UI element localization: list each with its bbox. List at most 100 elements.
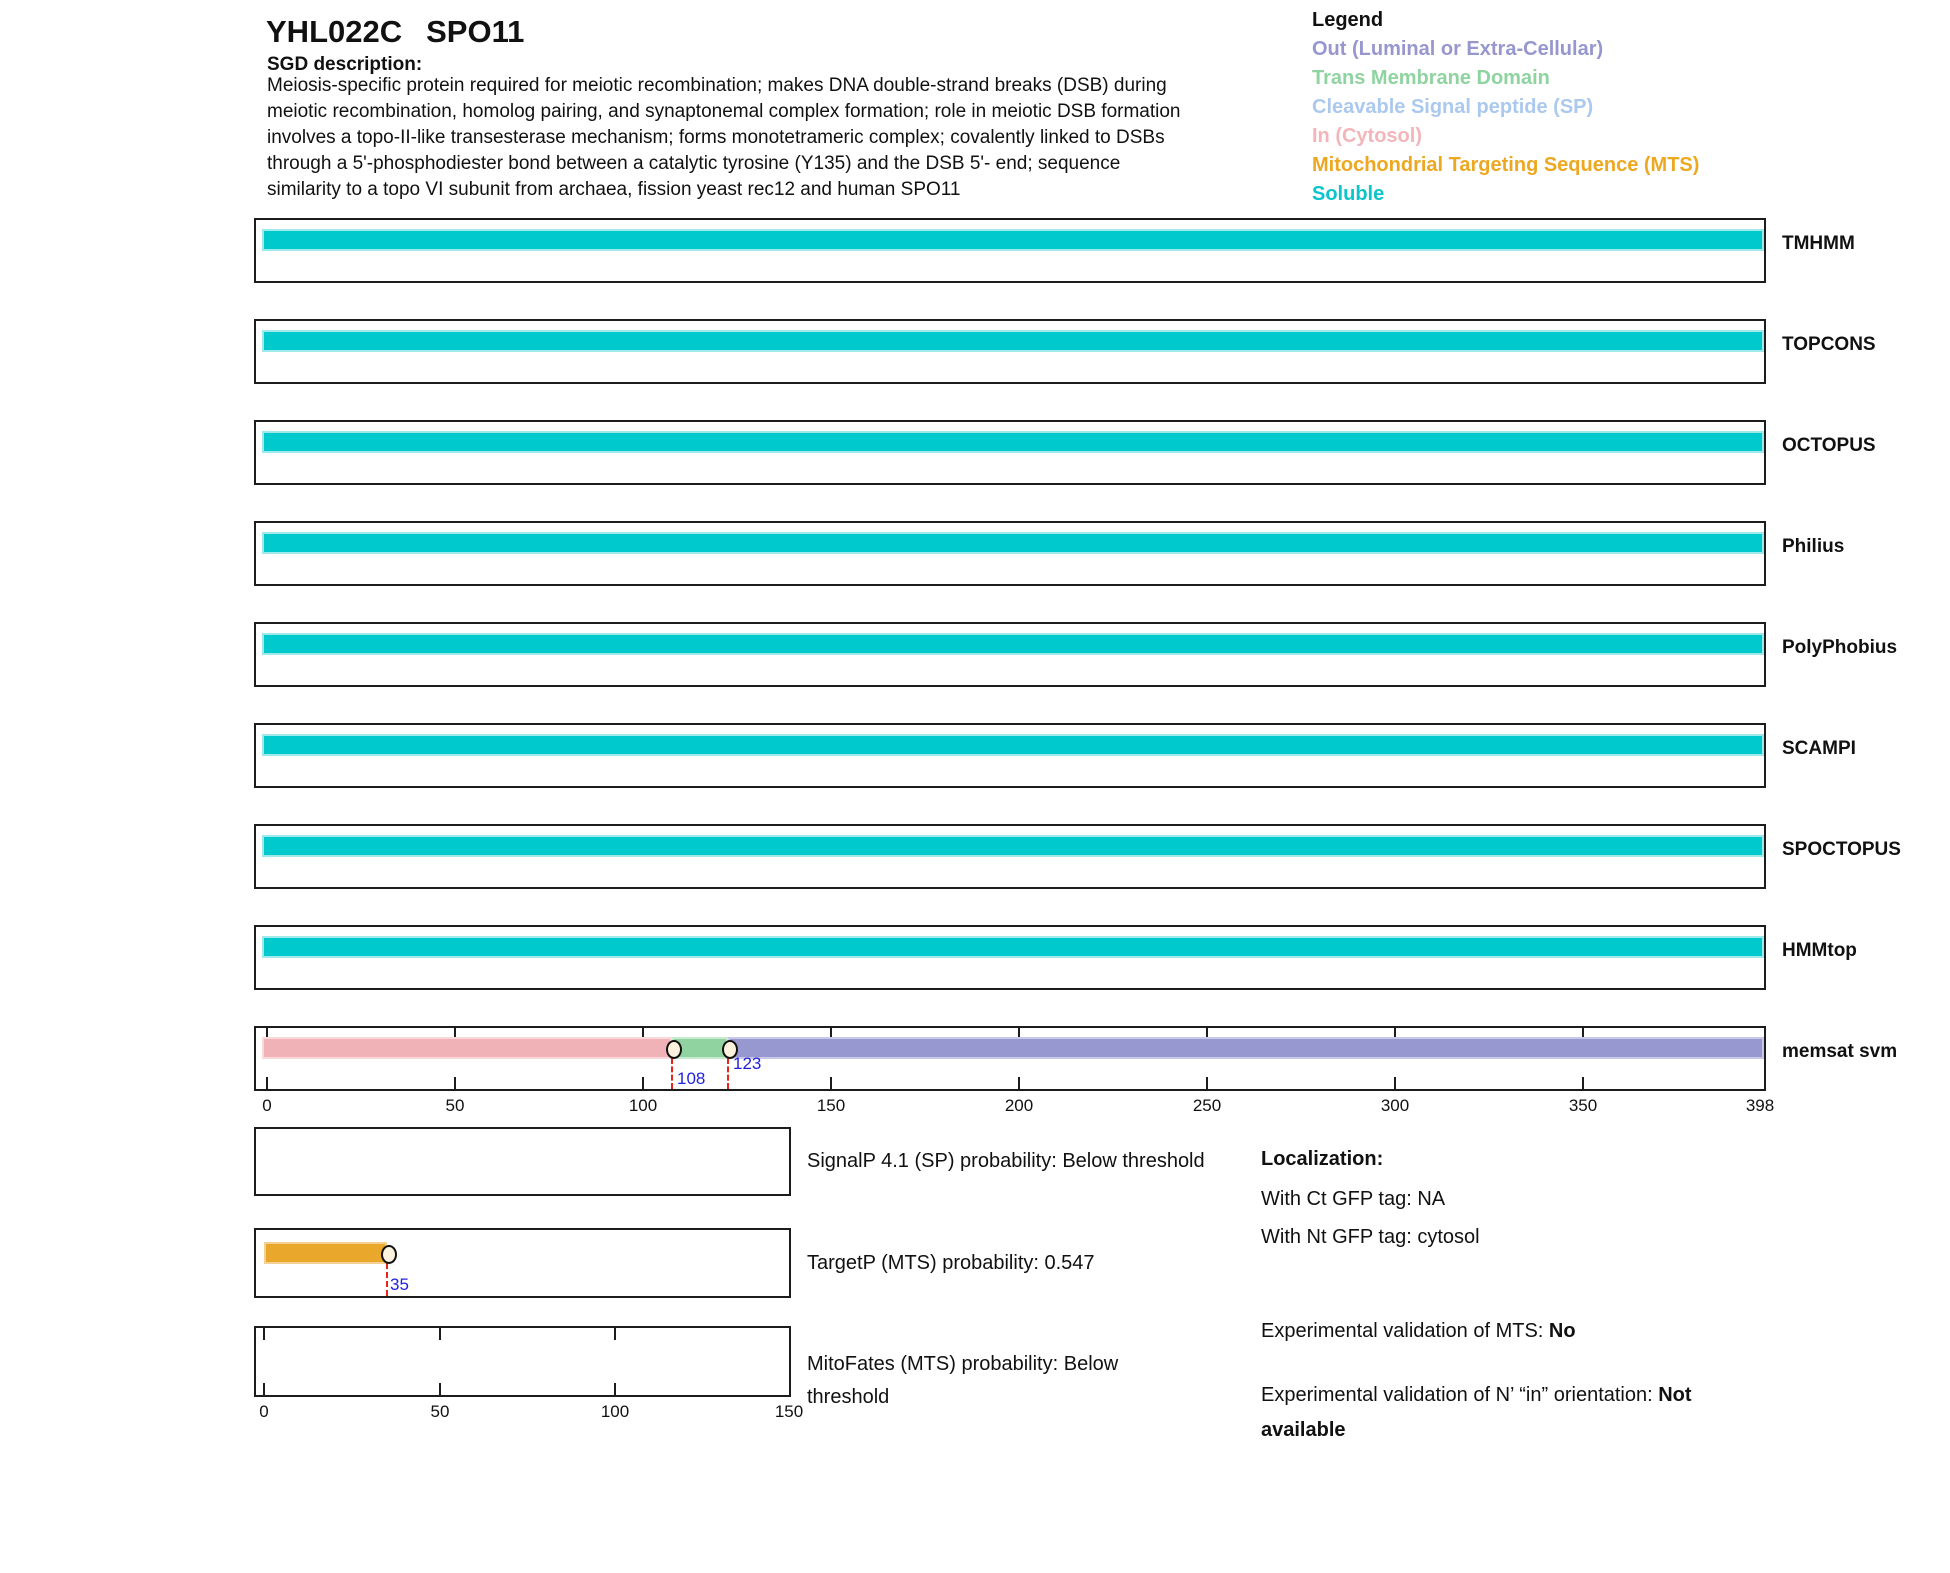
signalp-caption: SignalP 4.1 (SP) probability: Below thre… (807, 1150, 1205, 1172)
x-axis-label: 398 (1745, 1096, 1775, 1115)
track-box-memsat-svm: 108 123 (254, 1026, 1766, 1091)
boundary-line-108 (671, 1058, 673, 1089)
axis-tick (1582, 1028, 1584, 1040)
legend-item-transmembrane: Trans Membrane Domain (1312, 67, 1550, 89)
track-label-scampi: SCAMPI (1782, 738, 1856, 759)
legend-title: Legend (1312, 9, 1384, 31)
out-segment (728, 1037, 1764, 1059)
soluble-bar (262, 229, 1764, 251)
sgd-description-heading: SGD description: (267, 54, 423, 75)
track-box-spoctopus (254, 824, 1766, 889)
axis-tick (263, 1383, 265, 1395)
boundary-line-123 (727, 1058, 729, 1089)
nt-gfp-line: With Nt GFP tag: cytosol (1261, 1226, 1480, 1248)
x-axis-label: 0 (262, 1096, 272, 1115)
sgd-description-text: Meiosis-specific protein required for me… (267, 75, 1181, 200)
boundary-marker-35 (381, 1245, 397, 1264)
soluble-bar (262, 734, 1764, 756)
x-axis-label: 100 (628, 1096, 658, 1115)
targetp-caption: TargetP (MTS) probability: 0.547 (807, 1252, 1095, 1274)
in-cytosol-segment (262, 1037, 672, 1059)
track-box-philius (254, 521, 1766, 586)
axis-tick (642, 1028, 644, 1040)
x-axis-label: 150 (816, 1096, 846, 1115)
track-box-hmmtop (254, 925, 1766, 990)
axis-tick (454, 1077, 456, 1089)
boundary-marker-123 (722, 1040, 738, 1059)
orientation-validation-value: Not (1658, 1384, 1692, 1406)
gene-name: SPO11 (426, 14, 525, 49)
axis-tick (614, 1383, 616, 1395)
track-label-octopus: OCTOPUS (1782, 435, 1876, 456)
legend: Legend Out (Luminal or Extra-Cellular) T… (1312, 6, 1699, 209)
mitofates-axis-label: 100 (600, 1402, 630, 1421)
boundary-label-108: 108 (677, 1069, 706, 1088)
x-axis-label: 350 (1568, 1096, 1598, 1115)
signalp-plot-box (254, 1127, 791, 1196)
orientation-validation-line: Experimental validation of N’ “in” orien… (1261, 1378, 1781, 1448)
localization-heading: Localization: (1261, 1148, 1384, 1170)
soluble-bar (262, 431, 1764, 453)
soluble-bar (262, 835, 1764, 857)
axis-tick (1394, 1028, 1396, 1040)
track-box-topcons (254, 319, 1766, 384)
x-axis-label: 250 (1192, 1096, 1222, 1115)
boundary-line-35 (386, 1263, 388, 1296)
axis-tick (1394, 1077, 1396, 1089)
legend-item-mts: Mitochondrial Targeting Sequence (MTS) (1312, 154, 1700, 176)
axis-tick (454, 1028, 456, 1040)
legend-item-signal-peptide: Cleavable Signal peptide (SP) (1312, 96, 1594, 118)
legend-item-in-cytosol: In (Cytosol) (1312, 125, 1422, 147)
track-label-spoctopus: SPOCTOPUS (1782, 839, 1901, 860)
targetp-plot-box: 35 (254, 1228, 791, 1298)
track-label-tmhmm: TMHMM (1782, 233, 1855, 254)
soluble-bar (262, 330, 1764, 352)
track-box-tmhmm (254, 218, 1766, 283)
axis-tick (1206, 1028, 1208, 1040)
orientation-validation-label: Experimental validation of N’ “in” orien… (1261, 1384, 1659, 1406)
axis-tick (266, 1077, 268, 1089)
track-label-polyphobius: PolyPhobius (1782, 637, 1898, 658)
track-box-scampi (254, 723, 1766, 788)
x-axis-label: 200 (1004, 1096, 1034, 1115)
axis-tick (263, 1328, 265, 1340)
axis-tick (830, 1028, 832, 1040)
axis-tick (1582, 1077, 1584, 1089)
axis-tick (614, 1328, 616, 1340)
mts-bar (264, 1242, 387, 1264)
x-axis-label: 300 (1380, 1096, 1410, 1115)
orientation-validation-value-2: available (1261, 1419, 1346, 1441)
axis-tick (830, 1077, 832, 1089)
ct-gfp-line: With Ct GFP tag: NA (1261, 1188, 1446, 1210)
axis-tick (642, 1077, 644, 1089)
mitofates-caption: MitoFates (MTS) probability: Below thres… (807, 1353, 1119, 1408)
legend-item-soluble: Soluble (1312, 183, 1385, 205)
mitofates-axis-label: 0 (259, 1402, 269, 1421)
axis-tick (439, 1328, 441, 1340)
track-label-memsat-svm: memsat svm (1782, 1041, 1898, 1062)
axis-tick (1206, 1077, 1208, 1089)
track-box-polyphobius (254, 622, 1766, 687)
axis-tick (439, 1383, 441, 1395)
track-label-philius: Philius (1782, 536, 1845, 557)
orf-name: YHL022C (266, 14, 403, 49)
mts-validation-line: Experimental validation of MTS: No (1261, 1320, 1576, 1343)
axis-tick (1018, 1028, 1020, 1040)
track-label-hmmtop: HMMtop (1782, 940, 1857, 961)
boundary-label-123: 123 (733, 1054, 762, 1073)
axis-tick (1018, 1077, 1020, 1089)
mitofates-axis-label: 150 (774, 1402, 804, 1421)
soluble-bar (262, 532, 1764, 554)
x-axis-label: 50 (445, 1096, 465, 1115)
axis-tick (266, 1028, 268, 1040)
mitofates-plot-box (254, 1326, 791, 1397)
mts-validation-value: No (1548, 1320, 1576, 1342)
track-box-octopus (254, 420, 1766, 485)
soluble-bar (262, 633, 1764, 655)
track-label-topcons: TOPCONS (1782, 334, 1876, 355)
boundary-marker-108 (666, 1040, 682, 1059)
page-title: YHL022C SPO11 (266, 14, 524, 50)
boundary-label-35: 35 (390, 1275, 409, 1294)
mts-validation-label: Experimental validation of MTS: (1261, 1320, 1549, 1342)
